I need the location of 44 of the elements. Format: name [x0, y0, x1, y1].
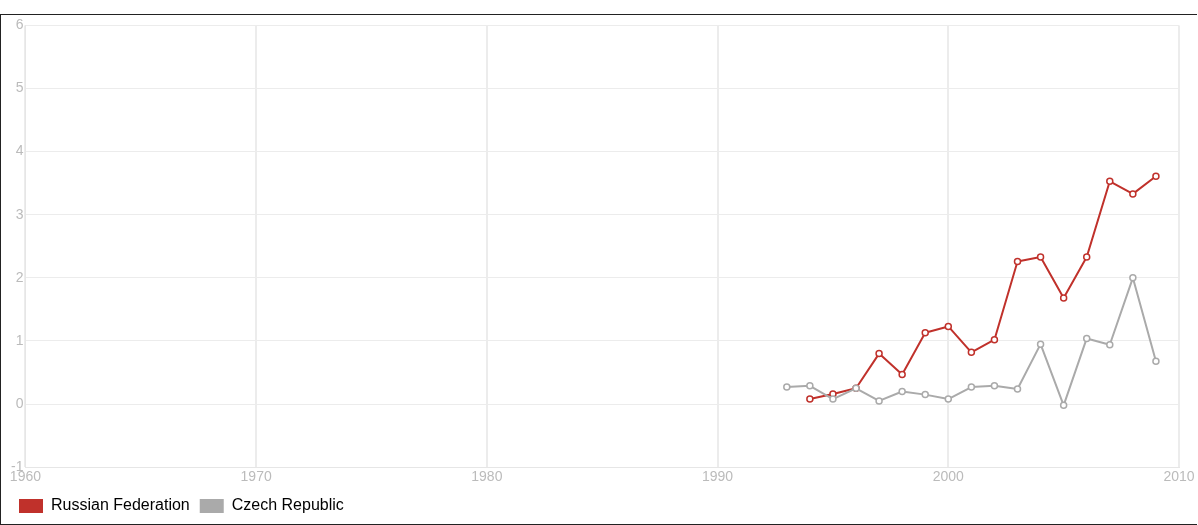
y-tick-label: 6 — [15, 16, 24, 33]
x-tick-label: 1990 — [702, 468, 734, 485]
point — [1106, 177, 1114, 186]
x-tick-label: 1970 — [240, 468, 272, 485]
y-tick-label: 2 — [15, 268, 24, 285]
point — [990, 335, 999, 344]
point — [1129, 190, 1137, 198]
y-tick-label: 3 — [15, 205, 24, 222]
point — [967, 348, 976, 357]
x-tick-label: 2000 — [932, 468, 965, 485]
point — [990, 382, 999, 390]
point — [1059, 401, 1068, 410]
x-tick-label: 2010 — [1163, 468, 1195, 485]
point — [875, 349, 883, 358]
point — [1059, 294, 1068, 302]
point — [944, 322, 953, 331]
point — [967, 383, 976, 391]
point — [944, 395, 953, 403]
y-tick-label: 5 — [15, 79, 24, 96]
point — [1082, 334, 1091, 343]
y-tick-label: 1 — [15, 331, 24, 348]
point — [1106, 341, 1114, 349]
point — [898, 387, 906, 396]
point — [1036, 253, 1045, 261]
point — [783, 383, 791, 391]
point — [875, 397, 883, 405]
point — [1129, 274, 1137, 282]
legend-label: Czech Republic — [231, 496, 344, 514]
y-tick-label: 0 — [15, 394, 24, 411]
legend-label: Russian Federation — [51, 496, 190, 514]
x-tick-label: 1980 — [471, 468, 503, 485]
point — [1152, 357, 1160, 365]
point — [829, 395, 837, 403]
point — [1036, 340, 1045, 348]
point — [1013, 385, 1022, 393]
point — [1082, 253, 1091, 261]
point — [806, 382, 814, 390]
point — [1152, 172, 1160, 180]
point — [921, 390, 929, 399]
y-tick-label: 4 — [15, 142, 24, 159]
point — [806, 395, 814, 403]
point — [1013, 257, 1022, 266]
point — [898, 370, 906, 379]
point — [921, 329, 929, 337]
